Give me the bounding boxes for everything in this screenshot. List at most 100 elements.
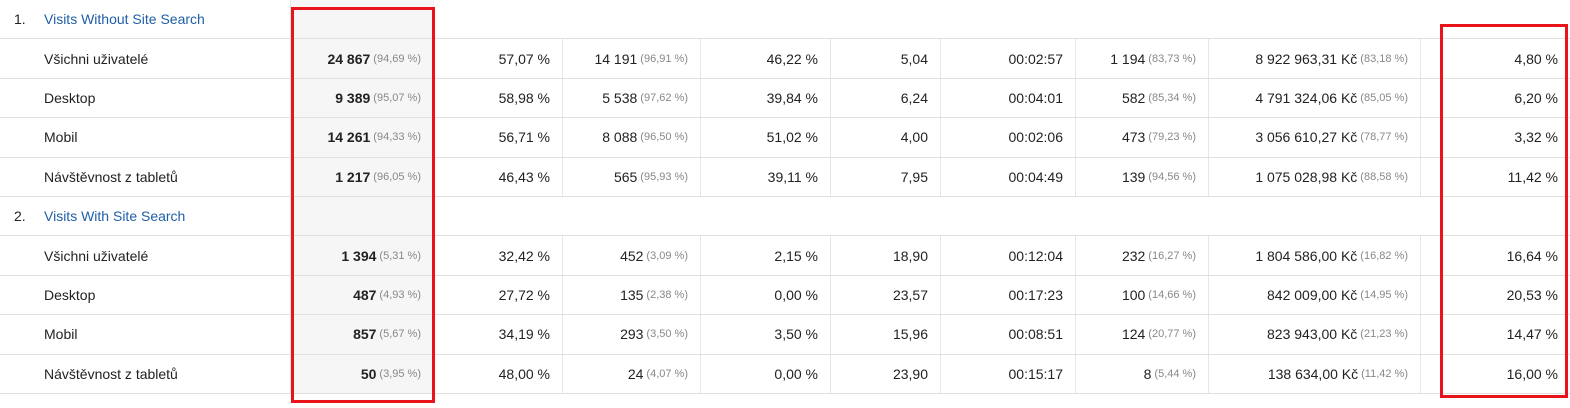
metric-value: 57,07 %: [498, 50, 550, 67]
metric-value: 124: [1121, 326, 1146, 343]
metric-cell: 473 (79,23 %): [1075, 118, 1208, 157]
metric-cell: 5 538 (97,62 %): [562, 78, 700, 118]
metric-value: 5 538: [602, 89, 638, 106]
metric-cell: 00:15:17: [940, 354, 1075, 393]
metric-value: 9 389: [335, 89, 371, 106]
metric-share: (96,05 %): [373, 170, 421, 183]
segment-name: Návštěvnost z tabletů: [44, 158, 178, 196]
metric-cell: 32,42 %: [433, 236, 562, 275]
metric-cell: 51,02 %: [700, 118, 830, 157]
metric-value: 16,00 %: [1506, 365, 1558, 382]
metric-cell: 6,24: [830, 78, 940, 118]
metric-value: 15,96: [892, 326, 928, 343]
metric-value: 8: [1143, 365, 1152, 382]
metric-cell: 18,90: [830, 236, 940, 275]
metric-share: (4,93 %): [379, 288, 421, 301]
segment-text: Návštěvnost z tabletů: [44, 365, 178, 382]
segment-text: Mobil: [44, 129, 78, 146]
metric-value: 4,80 %: [1514, 50, 1558, 67]
metric-cell: 5,04: [830, 39, 940, 78]
metric-value: 5,04: [900, 50, 928, 67]
metric-value: 23,90: [892, 365, 928, 382]
metric-cell: 135 (2,38 %): [562, 275, 700, 315]
metric-value: 823 943,00 Kč: [1267, 326, 1358, 343]
metric-share: (83,73 %): [1148, 52, 1196, 65]
metric-cell: 56,71 %: [433, 118, 562, 157]
metric-share: (5,44 %): [1154, 367, 1196, 380]
metric-share: (88,58 %): [1360, 170, 1408, 183]
metric-share: (3,09 %): [646, 249, 688, 262]
metric-value: 6,24: [900, 89, 928, 106]
metric-value: 1 217: [335, 168, 371, 185]
highlight-box: [1440, 24, 1568, 398]
metric-value: 18,90: [892, 247, 928, 264]
metric-value: 0,00 %: [774, 286, 818, 303]
metric-value: 24 867: [327, 50, 371, 67]
metric-share: (21,23 %): [1360, 328, 1408, 341]
group-link[interactable]: Visits With Site Search: [44, 208, 186, 225]
metric-value: 00:15:17: [1008, 365, 1064, 382]
metric-cell: 27,72 %: [433, 275, 562, 315]
metric-value: 8 088: [602, 129, 638, 146]
group-label[interactable]: Visits Without Site Search: [44, 0, 205, 38]
group-row: 2. Visits With Site Search: [0, 197, 1570, 237]
metric-cell: 3,32 %: [1420, 118, 1570, 157]
metric-cell: 1 075 028,98 Kč (88,58 %): [1208, 157, 1420, 196]
metric-share: (3,95 %): [379, 367, 421, 380]
metric-cell: 4,80 %: [1420, 39, 1570, 78]
metric-value: 00:02:06: [1008, 129, 1064, 146]
metric-cell: 00:12:04: [940, 236, 1075, 275]
metric-value: 0,00 %: [774, 365, 818, 382]
metric-cell: 232 (16,27 %): [1075, 236, 1208, 275]
metric-value: 2,15 %: [774, 247, 818, 264]
metric-share: (79,23 %): [1148, 131, 1196, 144]
metric-share: (97,62 %): [640, 91, 688, 104]
metric-cell: 15,96: [830, 315, 940, 354]
metric-cell: 46,43 %: [433, 157, 562, 196]
segment-name: Návštěvnost z tabletů: [44, 355, 178, 393]
data-row: Všichni uživatelé 24 867 (94,69 %) 57,07 % 1…: [0, 39, 1570, 79]
column-shade: [290, 0, 434, 39]
segment-name: Všichni uživatelé: [44, 39, 148, 77]
data-row: Návštěvnost z tabletů 50 (3,95 %) 48,00 % 24…: [0, 354, 1570, 394]
metric-cell: 23,90: [830, 354, 940, 393]
metric-value: 51,02 %: [766, 129, 818, 146]
metric-value: 39,84 %: [766, 89, 818, 106]
metric-value: 857: [353, 326, 377, 343]
metric-cell: 582 (85,34 %): [1075, 78, 1208, 118]
metric-value: 00:04:01: [1008, 89, 1064, 106]
metric-value: 00:08:51: [1008, 326, 1064, 343]
metric-share: (94,33 %): [373, 131, 421, 144]
metric-value: 14 191: [594, 50, 638, 67]
metric-share: (5,31 %): [379, 249, 421, 262]
metric-value: 1 194: [1110, 50, 1146, 67]
segment-name: Mobil: [44, 118, 77, 156]
metric-share: (85,34 %): [1148, 91, 1196, 104]
metric-value: 4,00: [900, 129, 928, 146]
metric-value: 1 394: [341, 247, 377, 264]
metric-cell: 46,22 %: [700, 39, 830, 78]
metric-cell: 8 088 (96,50 %): [562, 118, 700, 157]
metric-cell: 00:02:06: [940, 118, 1075, 157]
metric-cell: 1 194 (83,73 %): [1075, 39, 1208, 78]
segment-text: Desktop: [44, 286, 96, 303]
metric-share: (96,91 %): [640, 52, 688, 65]
metric-share: (96,50 %): [640, 131, 688, 144]
data-row: Všichni uživatelé 1 394 (5,31 %) 32,42 % 452…: [0, 236, 1570, 276]
metric-cell: 857 (5,67 %): [290, 315, 433, 354]
group-row: 1. Visits Without Site Search: [0, 0, 1570, 40]
metric-value: 1 075 028,98 Kč: [1255, 168, 1358, 185]
metric-value: 293: [620, 326, 644, 343]
metric-cell: 23,57: [830, 275, 940, 315]
metric-value: 46,22 %: [766, 50, 818, 67]
metric-value: 8 922 963,31 Kč: [1255, 50, 1358, 67]
metric-share: (20,77 %): [1148, 328, 1196, 341]
metric-value: 6,20 %: [1514, 89, 1558, 106]
metric-share: (78,77 %): [1360, 131, 1408, 144]
metric-cell: 00:02:57: [940, 39, 1075, 78]
metric-cell: 14 261 (94,33 %): [290, 118, 433, 157]
metric-value: 20,53 %: [1506, 286, 1558, 303]
group-link[interactable]: Visits Without Site Search: [44, 11, 205, 28]
index-text: 2.: [14, 208, 26, 225]
group-label[interactable]: Visits With Site Search: [44, 197, 185, 235]
